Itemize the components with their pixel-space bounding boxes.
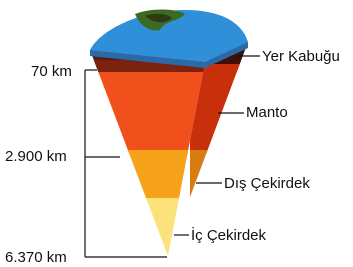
- depth-label: 2.900 km: [5, 148, 67, 165]
- depth-label: 70 km: [31, 63, 72, 80]
- layer-label: İç Çekirdek: [191, 226, 267, 244]
- layer-label: Yer Kabuğu: [262, 48, 340, 65]
- depth-label: 6.370 km: [5, 249, 67, 266]
- earth-layers-diagram: 70 km 2.900 km 6.370 km Yer Kabuğu Manto…: [0, 0, 353, 267]
- layer-label: Dış Çekirdek: [224, 175, 310, 192]
- layer-label: Manto: [246, 104, 288, 121]
